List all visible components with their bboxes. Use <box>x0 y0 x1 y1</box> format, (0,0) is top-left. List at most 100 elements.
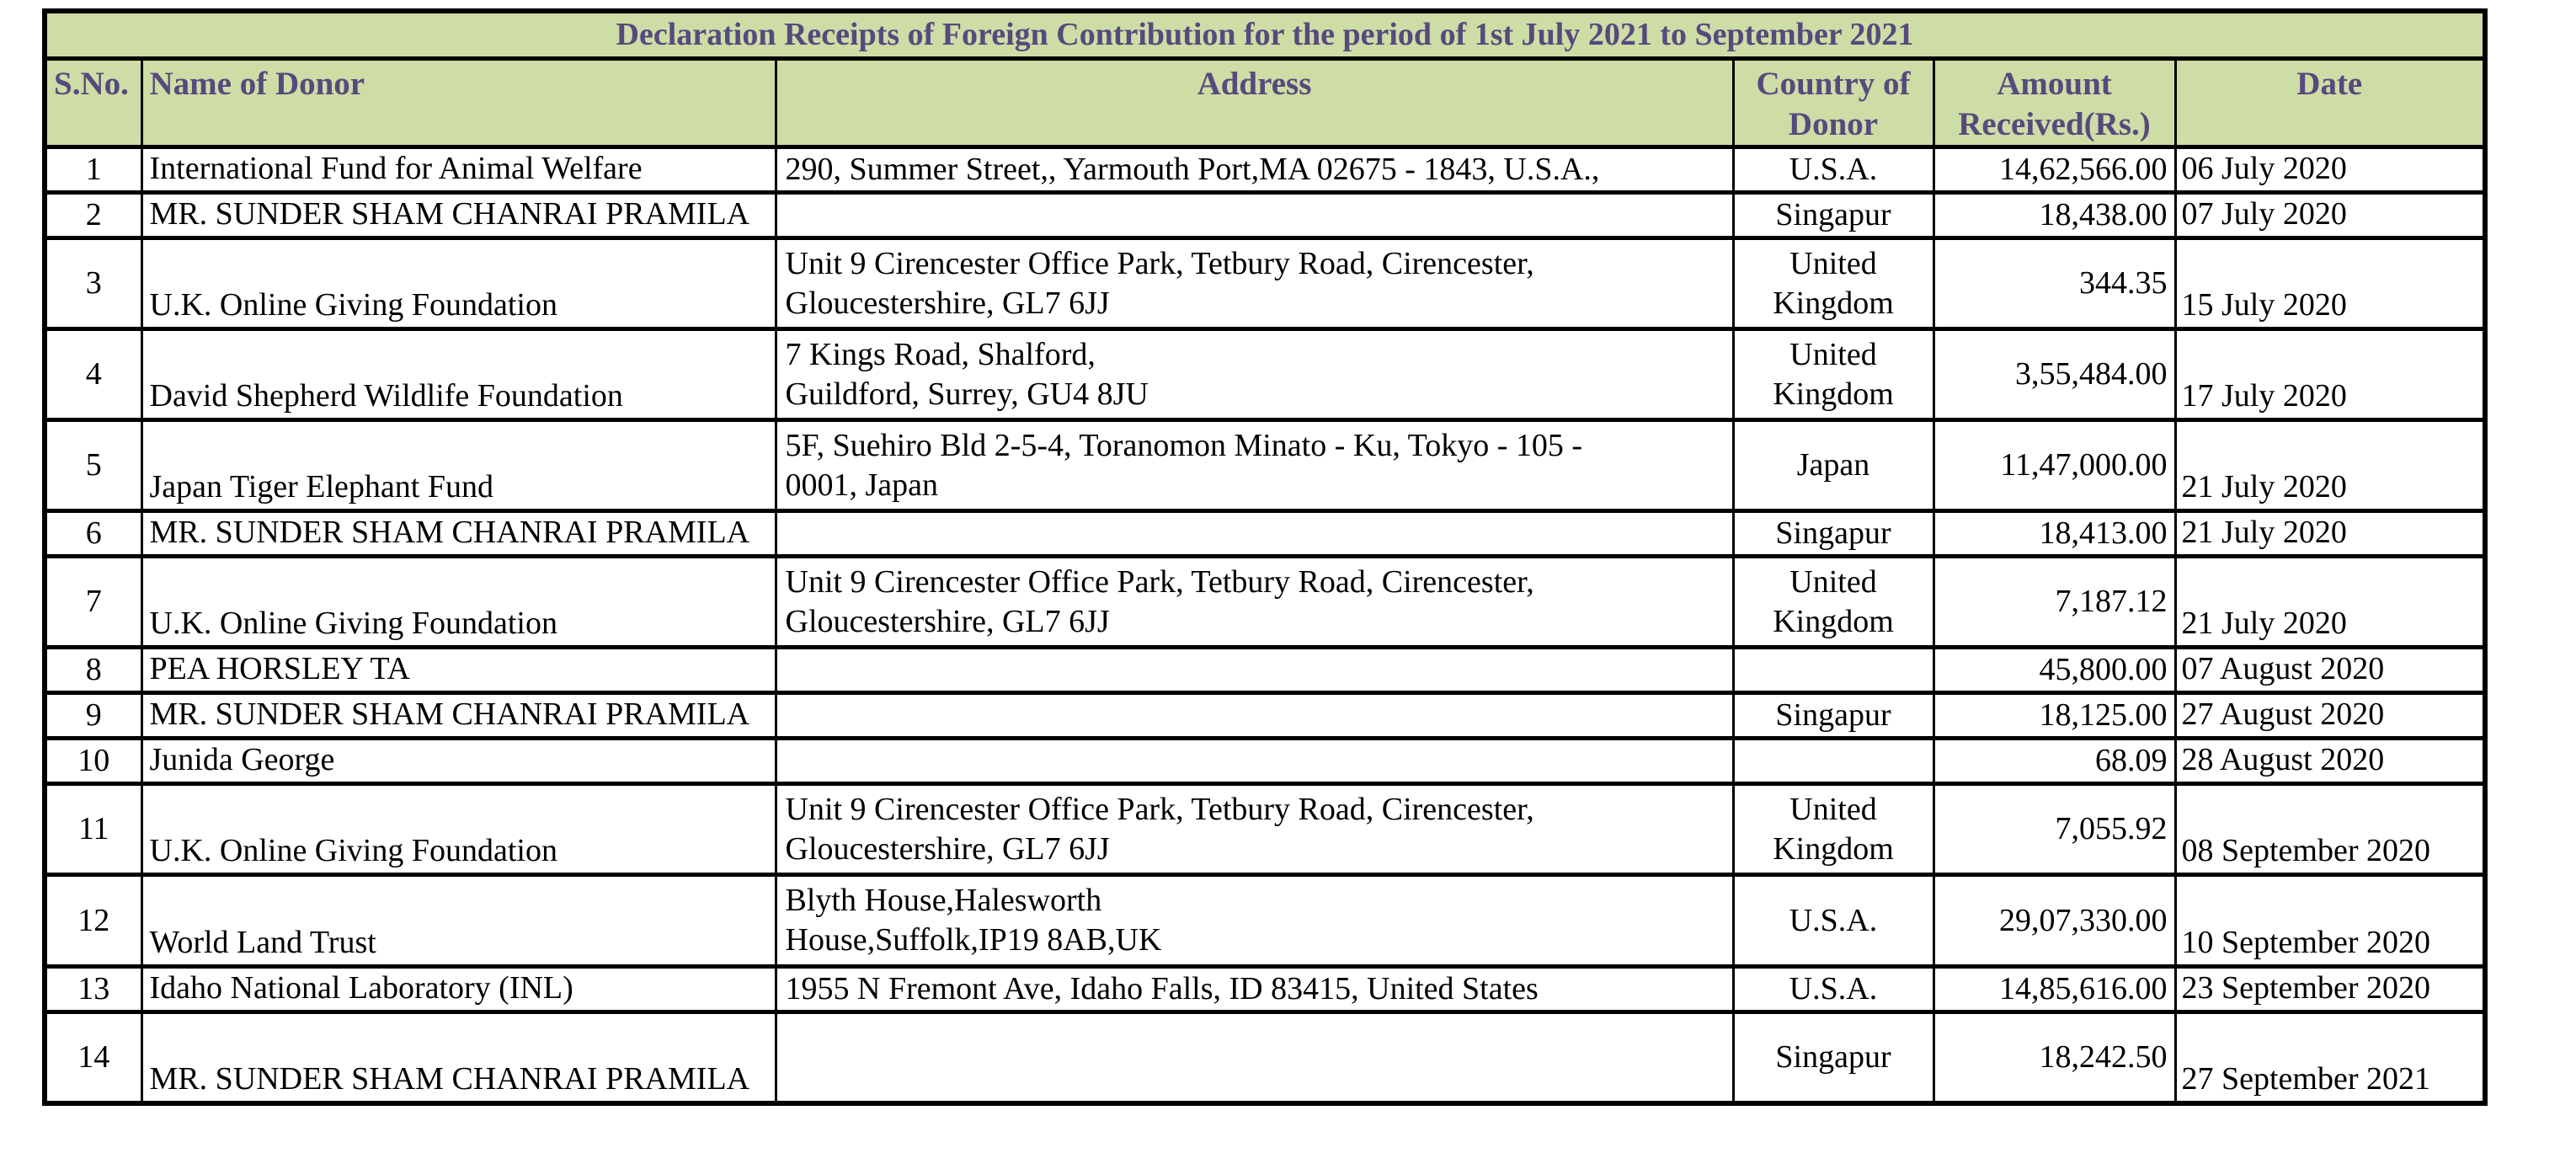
cell-country: Singapur <box>1731 691 1935 740</box>
cell-country: Singapur <box>1731 190 1935 240</box>
cell-sno: 11 <box>43 782 143 877</box>
cell-address <box>774 1010 1735 1106</box>
cell-name: U.K. Online Giving Foundation <box>140 236 777 331</box>
cell-country: Japan <box>1731 418 1935 513</box>
cell-date: 21 July 2020 <box>2173 418 2487 513</box>
document-sheet: Declaration Receipts of Foreign Contribu… <box>42 8 2488 1106</box>
cell-sno: 8 <box>43 645 143 695</box>
cell-sno: 12 <box>43 873 143 969</box>
cell-country: U.S.A. <box>1731 964 1935 1014</box>
cell-country <box>1731 645 1935 695</box>
cell-name: MR. SUNDER SHAM CHANRAI PRAMILA <box>140 190 777 240</box>
cell-address <box>774 691 1735 740</box>
cell-amount: 18,438.00 <box>1932 190 2177 240</box>
table-row: 12 World Land Trust Blyth House,Haleswor… <box>43 873 2487 969</box>
cell-sno: 14 <box>43 1010 143 1106</box>
cell-date: 21 July 2020 <box>2173 554 2487 649</box>
cell-sno: 7 <box>43 554 143 649</box>
cell-name: MR. SUNDER SHAM CHANRAI PRAMILA <box>140 1010 777 1106</box>
table-row: 3 U.K. Online Giving Foundation Unit 9 C… <box>43 236 2487 331</box>
table-row: 4 David Shepherd Wildlife Foundation 7 K… <box>43 327 2487 422</box>
cell-amount: 344.35 <box>1932 236 2177 331</box>
table-row: 13 Idaho National Laboratory (INL) 1955 … <box>43 964 2487 1014</box>
cell-sno: 9 <box>43 691 143 740</box>
cell-date: 21 July 2020 <box>2173 509 2487 558</box>
cell-amount: 18,125.00 <box>1932 691 2177 740</box>
col-header-amount: Amount Received(Rs.) <box>1932 56 2177 149</box>
cell-amount: 3,55,484.00 <box>1932 327 2177 422</box>
cell-country: United Kingdom <box>1731 554 1935 649</box>
cell-name: World Land Trust <box>140 873 777 969</box>
cell-date: 27 August 2020 <box>2173 691 2487 740</box>
cell-sno: 4 <box>43 327 143 422</box>
cell-amount: 45,800.00 <box>1932 645 2177 695</box>
table-row: 6 MR. SUNDER SHAM CHANRAI PRAMILA Singap… <box>43 509 2487 558</box>
table-row: 5 Japan Tiger Elephant Fund 5F, Suehiro … <box>43 418 2487 513</box>
col-header-country: Country of Donor <box>1731 56 1935 149</box>
cell-amount: 14,62,566.00 <box>1932 145 2177 195</box>
cell-amount: 11,47,000.00 <box>1932 418 2177 513</box>
cell-amount: 68.09 <box>1932 736 2177 786</box>
cell-date: 27 September 2021 <box>2173 1010 2487 1106</box>
table-row: 11 U.K. Online Giving Foundation Unit 9 … <box>43 782 2487 877</box>
table-row: 9 MR. SUNDER SHAM CHANRAI PRAMILA Singap… <box>43 691 2487 740</box>
cell-address: 290, Summer Street,, Yarmouth Port,MA 02… <box>774 145 1735 195</box>
cell-date: 08 September 2020 <box>2173 782 2487 877</box>
cell-address: 1955 N Fremont Ave, Idaho Falls, ID 8341… <box>774 964 1735 1014</box>
table-row: 7 U.K. Online Giving Foundation Unit 9 C… <box>43 554 2487 649</box>
cell-name: International Fund for Animal Welfare <box>140 145 777 195</box>
cell-address <box>774 509 1735 558</box>
header-row: S.No. Name of Donor Address Country of D… <box>43 56 2487 149</box>
cell-amount: 14,85,616.00 <box>1932 964 2177 1014</box>
cell-name: Idaho National Laboratory (INL) <box>140 964 777 1014</box>
table-row: 1 International Fund for Animal Welfare … <box>43 145 2487 195</box>
cell-country: United Kingdom <box>1731 782 1935 877</box>
cell-name: U.K. Online Giving Foundation <box>140 782 777 877</box>
cell-date: 06 July 2020 <box>2173 145 2487 195</box>
cell-sno: 6 <box>43 509 143 558</box>
cell-address <box>774 645 1735 695</box>
table-row: 8 PEA HORSLEY TA 45,800.00 07 August 202… <box>43 645 2487 695</box>
cell-name: David Shepherd Wildlife Foundation <box>140 327 777 422</box>
table-row: 2 MR. SUNDER SHAM CHANRAI PRAMILA Singap… <box>43 190 2487 240</box>
cell-date: 10 September 2020 <box>2173 873 2487 969</box>
cell-country: Singapur <box>1731 509 1935 558</box>
table-row: 14 MR. SUNDER SHAM CHANRAI PRAMILA Singa… <box>43 1010 2487 1106</box>
cell-name: MR. SUNDER SHAM CHANRAI PRAMILA <box>140 691 777 740</box>
cell-sno: 13 <box>43 964 143 1014</box>
cell-country: United Kingdom <box>1731 327 1935 422</box>
cell-country <box>1731 736 1935 786</box>
cell-address: Unit 9 Cirencester Office Park, Tetbury … <box>774 554 1735 649</box>
cell-sno: 3 <box>43 236 143 331</box>
cell-country: U.S.A. <box>1731 873 1935 969</box>
cell-address: Unit 9 Cirencester Office Park, Tetbury … <box>774 236 1735 331</box>
cell-address <box>774 736 1735 786</box>
cell-name: PEA HORSLEY TA <box>140 645 777 695</box>
col-header-name: Name of Donor <box>140 56 777 149</box>
col-header-date: Date <box>2173 56 2487 149</box>
cell-date: 07 July 2020 <box>2173 190 2487 240</box>
cell-address: 7 Kings Road, Shalford, Guildford, Surre… <box>774 327 1735 422</box>
cell-address: Unit 9 Cirencester Office Park, Tetbury … <box>774 782 1735 877</box>
title-row: Declaration Receipts of Foreign Contribu… <box>43 8 2487 61</box>
cell-date: 15 July 2020 <box>2173 236 2487 331</box>
cell-country: Singapur <box>1731 1010 1935 1106</box>
cell-sno: 2 <box>43 190 143 240</box>
cell-date: 17 July 2020 <box>2173 327 2487 422</box>
cell-amount: 29,07,330.00 <box>1932 873 2177 969</box>
cell-address: Blyth House,Halesworth House,Suffolk,IP1… <box>774 873 1735 969</box>
cell-address <box>774 190 1735 240</box>
table-title: Declaration Receipts of Foreign Contribu… <box>43 8 2487 61</box>
cell-name: U.K. Online Giving Foundation <box>140 554 777 649</box>
col-header-sno: S.No. <box>43 56 143 149</box>
cell-amount: 7,055.92 <box>1932 782 2177 877</box>
cell-name: Junida George <box>140 736 777 786</box>
cell-date: 28 August 2020 <box>2173 736 2487 786</box>
col-header-address: Address <box>774 56 1735 149</box>
cell-country: United Kingdom <box>1731 236 1935 331</box>
cell-date: 07 August 2020 <box>2173 645 2487 695</box>
cell-address: 5F, Suehiro Bld 2-5-4, Toranomon Minato … <box>774 418 1735 513</box>
table-row: 10 Junida George 68.09 28 August 2020 <box>43 736 2487 786</box>
cell-sno: 10 <box>43 736 143 786</box>
